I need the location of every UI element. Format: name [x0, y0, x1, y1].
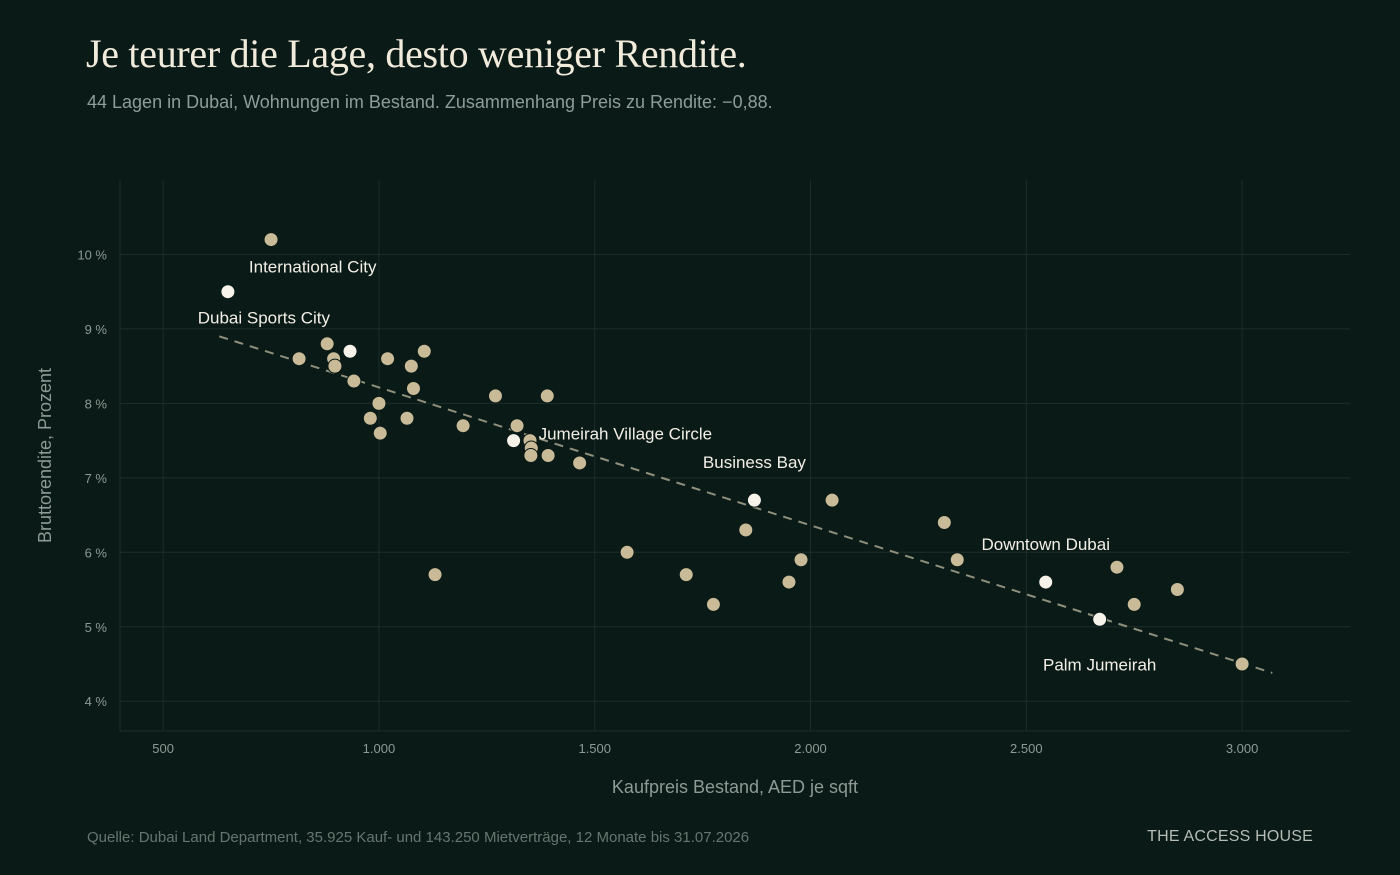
x-tick-label: 1.000 [363, 741, 396, 756]
axis-layer: 500 1.000 1.500 2.000 2.500 3.000 4 % 5 % 6 % 7 %… [35, 247, 1258, 797]
highlight-point [342, 343, 358, 359]
data-point [705, 596, 721, 612]
x-tick-label: 3.000 [1226, 741, 1259, 756]
highlight-label: Downtown Dubai [981, 535, 1110, 554]
grid-layer [119, 180, 1350, 732]
data-point [427, 567, 443, 583]
x-tick-label: 1.500 [578, 741, 611, 756]
chart-subtitle: 44 Lagen in Dubai, Wohnungen im Bestand.… [87, 92, 773, 112]
data-point [539, 388, 555, 404]
data-point [327, 358, 343, 374]
data-point [523, 448, 539, 463]
highlight-point [506, 433, 522, 449]
y-tick-label: 7 % [85, 471, 108, 486]
y-tick-label: 6 % [85, 545, 108, 560]
x-axis-title: Kaufpreis Bestand, AED je sqft [612, 777, 858, 797]
data-point [371, 395, 387, 411]
data-point [487, 388, 503, 404]
x-tick-label: 500 [152, 741, 174, 756]
data-point [619, 544, 635, 560]
data-point [455, 418, 471, 434]
data-point [936, 515, 952, 531]
x-tick-label: 2.000 [794, 741, 827, 756]
highlight-point [1038, 574, 1054, 590]
highlight-label: Dubai Sports City [198, 308, 331, 327]
y-tick-label: 5 % [85, 620, 108, 635]
data-point [738, 522, 754, 538]
highlight-point [1092, 611, 1108, 627]
y-tick-label: 10 % [77, 247, 107, 262]
data-point [678, 567, 694, 583]
trend-layer [218, 335, 1273, 674]
highlight-label: International City [249, 258, 377, 277]
data-point [403, 358, 419, 374]
data-point [263, 232, 279, 248]
x-tick-label: 2.500 [1010, 741, 1043, 756]
data-point [346, 373, 362, 389]
data-point [793, 552, 809, 568]
data-point [362, 410, 378, 426]
data-point [1126, 596, 1142, 612]
y-axis-title: Bruttorendite, Prozent [35, 368, 55, 543]
data-point [372, 425, 388, 441]
data-point [405, 380, 421, 396]
data-point [824, 492, 840, 508]
highlight-label: Business Bay [703, 453, 806, 472]
highlight-label: Jumeirah Village Circle [539, 425, 713, 444]
point-layer [220, 232, 1250, 672]
highlight-point [746, 492, 762, 508]
y-tick-label: 9 % [85, 322, 108, 337]
label-layer: International City Dubai Sports City Jumei… [198, 258, 1157, 675]
data-point [781, 574, 797, 590]
y-tick-label: 8 % [85, 396, 108, 411]
data-point [540, 448, 556, 463]
trend-line [218, 335, 1273, 674]
footer-source: Quelle: Dubai Land Department, 35.925 Ka… [87, 829, 750, 846]
data-point [319, 336, 335, 352]
data-point [416, 343, 432, 359]
footer-brand: THE ACCESS HOUSE [1147, 828, 1313, 845]
y-tick-label: 4 % [85, 694, 108, 709]
data-point [291, 351, 307, 367]
data-point [399, 410, 415, 426]
highlight-point [220, 284, 236, 300]
data-point [1109, 559, 1125, 575]
highlight-label: Palm Jumeirah [1043, 655, 1156, 674]
chart-title: Je teurer die Lage, desto weniger Rendit… [86, 31, 747, 76]
data-point [1169, 582, 1185, 598]
data-point [1234, 656, 1250, 672]
data-point [509, 418, 525, 434]
data-point [380, 351, 396, 367]
data-point [572, 455, 588, 471]
data-point [949, 552, 965, 568]
